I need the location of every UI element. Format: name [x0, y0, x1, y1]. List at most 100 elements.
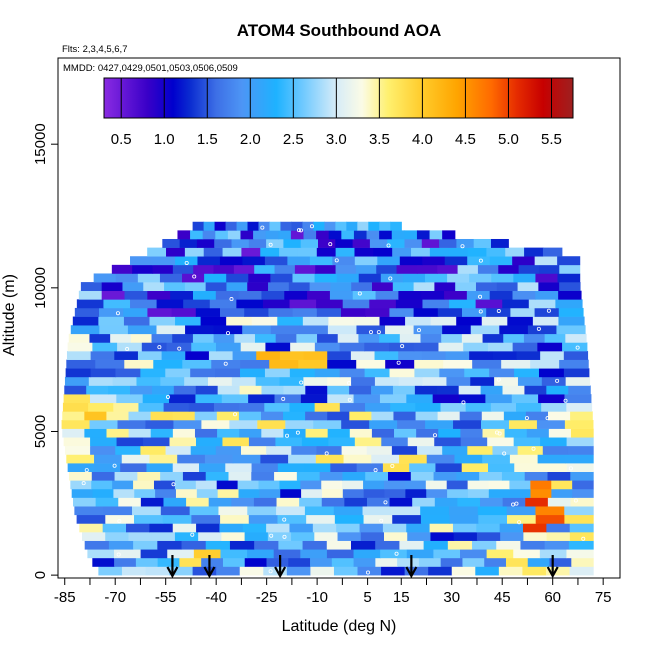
heatmap-cell — [164, 282, 186, 292]
heatmap-cell — [238, 411, 262, 421]
heatmap-cell — [116, 437, 144, 447]
heatmap-cell — [152, 256, 176, 266]
heatmap-cell — [124, 359, 154, 369]
heatmap-cell — [195, 394, 223, 404]
heatmap-cell — [412, 497, 436, 507]
heatmap-cell — [494, 376, 519, 386]
observation-point — [524, 416, 529, 421]
heatmap-cell — [217, 428, 240, 438]
heatmap-cell — [142, 394, 170, 404]
heatmap-cell — [363, 488, 386, 498]
heatmap-cell — [538, 264, 560, 274]
x-tick-label: 5 — [363, 589, 371, 606]
heatmap-cell — [327, 325, 358, 335]
observation-point — [461, 400, 466, 405]
observation-point — [545, 416, 550, 421]
heatmap-cell — [255, 376, 281, 386]
heatmap-cell — [89, 419, 119, 429]
heatmap-cell — [418, 557, 442, 567]
heatmap-cell — [260, 411, 284, 421]
heatmap-cell — [62, 428, 85, 438]
heatmap-cell — [231, 497, 255, 507]
heatmap-cell — [487, 463, 515, 472]
heatmap-cell — [379, 221, 391, 231]
heatmap-cell — [535, 506, 565, 516]
heatmap-cell — [491, 273, 514, 283]
heatmap-cell — [342, 471, 366, 481]
heatmap-cell — [185, 325, 215, 335]
heatmap-cell — [328, 437, 356, 447]
heatmap-cell — [286, 566, 311, 576]
heatmap-cell — [242, 325, 272, 335]
heatmap-cell — [61, 419, 91, 429]
observation-point — [116, 552, 121, 557]
heatmap-cell — [363, 514, 393, 524]
heatmap-cell — [514, 463, 542, 472]
heatmap-cell — [360, 532, 385, 541]
heatmap-cell — [430, 532, 455, 541]
heatmap-cell — [140, 497, 165, 507]
colorbar-gradient — [103, 77, 574, 119]
heatmap-cell — [438, 428, 461, 438]
heatmap-cell — [306, 514, 336, 524]
heatmap-cell — [376, 264, 398, 274]
heatmap-cell — [513, 273, 537, 283]
heatmap-row — [62, 411, 593, 421]
heatmap-cell — [346, 221, 358, 231]
heatmap-cell — [228, 471, 252, 481]
heatmap-cell — [172, 333, 194, 343]
heatmap-cell — [470, 376, 495, 386]
heatmap-cell — [261, 385, 284, 395]
observation-point — [296, 228, 301, 233]
observation-point — [328, 242, 333, 247]
heatmap-cell — [333, 566, 359, 576]
observation-point — [575, 345, 580, 350]
heatmap-cell — [379, 316, 406, 326]
heatmap-cell — [461, 333, 484, 343]
heatmap-cell — [156, 299, 184, 309]
heatmap-cell — [170, 290, 194, 300]
heatmap-cell — [64, 376, 90, 386]
heatmap-cell — [522, 566, 547, 576]
heatmap-cell — [446, 376, 471, 386]
heatmap-cell — [305, 428, 329, 438]
heatmap-cell — [153, 480, 176, 490]
heatmap-cell — [422, 256, 446, 266]
heatmap-cell — [356, 325, 386, 335]
heatmap-cell — [433, 471, 457, 481]
heatmap-cell — [546, 523, 571, 533]
heatmap-cell — [266, 445, 292, 455]
observation-point — [112, 463, 117, 468]
heatmap-cell — [192, 221, 205, 231]
observation-point — [334, 258, 339, 263]
observation-point — [573, 498, 578, 503]
heatmap-cell — [316, 307, 342, 317]
heatmap-cell — [192, 333, 215, 343]
heatmap-cell — [539, 549, 568, 559]
heatmap-cell — [379, 394, 407, 404]
heatmap-cell — [239, 402, 265, 412]
heatmap-cell — [156, 325, 186, 335]
heatmap-cell — [105, 532, 130, 541]
heatmap-cell — [175, 488, 198, 498]
observation-point — [268, 242, 273, 247]
heatmap-cell — [299, 325, 329, 335]
heatmap-cell — [229, 419, 258, 429]
heatmap-cell — [225, 221, 238, 231]
heatmap-cell — [524, 471, 549, 481]
heatmap-cell — [201, 419, 230, 429]
heatmap-cell — [227, 230, 242, 240]
heatmap-cell — [566, 437, 594, 447]
heatmap-cell — [76, 514, 106, 524]
heatmap-cell — [214, 221, 227, 231]
heatmap-cell — [160, 471, 184, 481]
heatmap-cell — [559, 359, 589, 369]
heatmap-cell — [459, 411, 483, 421]
heatmap-cell — [205, 282, 228, 292]
heatmap-row — [64, 385, 591, 395]
heatmap-cell — [558, 307, 584, 317]
heatmap-cell — [362, 506, 392, 516]
heatmap-cell — [269, 359, 299, 369]
heatmap-cell — [446, 480, 469, 490]
